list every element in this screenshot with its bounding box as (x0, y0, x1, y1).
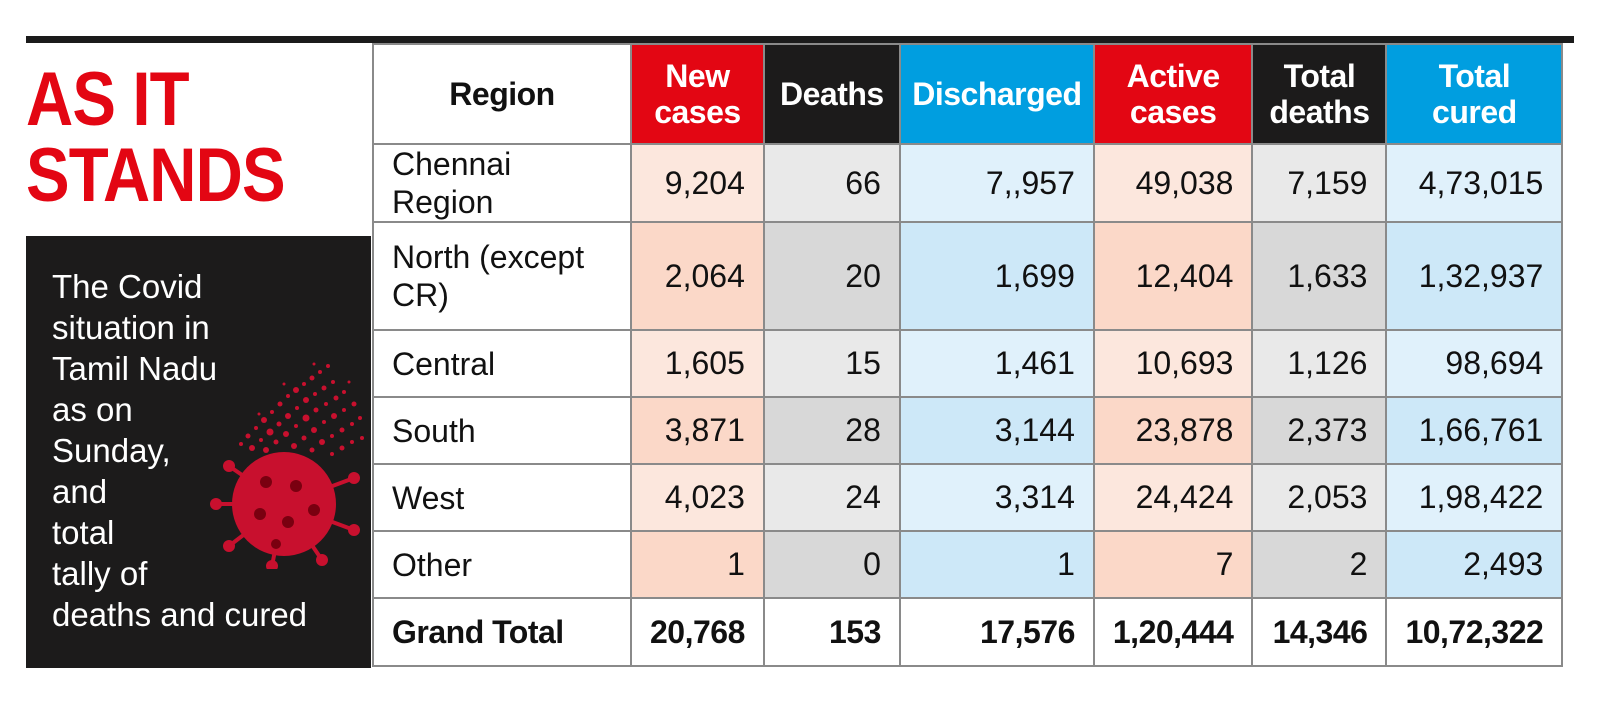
cell-discharged: 1,699 (898, 221, 1095, 331)
cell-new-cases: 9,204 (630, 143, 765, 223)
cell-new-cases: 4,023 (630, 463, 765, 532)
cell-deaths: 24 (762, 463, 901, 532)
header-total-cured: Total cured (1385, 43, 1564, 145)
cell-active-cases: 7 (1092, 530, 1254, 599)
cell-total-cured: 1,66,761 (1385, 396, 1564, 465)
cell-total-cured: 1,32,937 (1385, 221, 1564, 331)
cell-region: Grand Total (372, 597, 632, 667)
cell-total-cured: 98,694 (1385, 329, 1564, 398)
header-region: Region (372, 43, 632, 145)
table-row: South 3,871 28 3,144 23,878 2,373 1,66,7… (372, 396, 1564, 465)
panel-description: The Covid situation in Tamil Nadu as on … (52, 266, 352, 635)
cell-active-cases: 10,693 (1092, 329, 1254, 398)
table-row: North (except CR) 2,064 20 1,699 12,404 … (372, 221, 1564, 331)
cell-total-cured: 10,72,322 (1385, 597, 1564, 667)
cell-new-cases: 1,605 (630, 329, 765, 398)
desc-line: as on (52, 391, 133, 428)
cell-total-cured: 2,493 (1385, 530, 1564, 599)
cell-region: South (372, 396, 632, 465)
header-new-cases: New cases (630, 43, 765, 145)
header-active-cases: Active cases (1092, 43, 1254, 145)
cell-region: Other (372, 530, 632, 599)
desc-line: total (52, 514, 115, 551)
desc-line: Sunday, (52, 432, 171, 469)
cell-discharged: 3,144 (898, 396, 1095, 465)
desc-line: and (52, 473, 108, 510)
cell-active-cases: 1,20,444 (1092, 597, 1254, 667)
cell-discharged: 7,,957 (898, 143, 1095, 223)
cell-active-cases: 23,878 (1092, 396, 1254, 465)
cell-new-cases: 1 (630, 530, 765, 599)
cell-deaths: 20 (762, 221, 901, 331)
cell-total-deaths: 2 (1251, 530, 1388, 599)
header-row: Region New cases Deaths Discharged Activ… (372, 43, 1564, 145)
cell-total-deaths: 1,126 (1251, 329, 1388, 398)
cell-active-cases: 12,404 (1092, 221, 1254, 331)
cell-discharged: 1 (898, 530, 1095, 599)
cell-discharged: 17,576 (898, 597, 1095, 667)
desc-line: tally of (52, 555, 148, 592)
cell-new-cases: 2,064 (630, 221, 765, 331)
table-row: West 4,023 24 3,314 24,424 2,053 1,98,42… (372, 463, 1564, 532)
cell-deaths: 153 (762, 597, 901, 667)
table-row: Other 1 0 1 7 2 2,493 (372, 530, 1564, 599)
cell-total-deaths: 2,373 (1251, 396, 1388, 465)
desc-line: deaths and cured (52, 596, 308, 633)
coronavirus-icon (210, 362, 364, 569)
desc-line: situation in (52, 309, 210, 346)
table-row: Chennai Region 9,204 66 7,,957 49,038 7,… (372, 143, 1564, 223)
cell-total-deaths: 1,633 (1251, 221, 1388, 331)
header-discharged: Discharged (898, 43, 1095, 145)
cell-deaths: 28 (762, 396, 901, 465)
cell-active-cases: 49,038 (1092, 143, 1254, 223)
cell-deaths: 66 (762, 143, 901, 223)
cell-region: North (except CR) (372, 221, 632, 331)
cell-discharged: 1,461 (898, 329, 1095, 398)
grand-total-row: Grand Total 20,768 153 17,576 1,20,444 1… (372, 597, 1564, 667)
cell-deaths: 0 (762, 530, 901, 599)
cell-discharged: 3,314 (898, 463, 1095, 532)
cell-region: Central (372, 329, 632, 398)
headline: AS IT STANDS (26, 62, 323, 214)
top-rule (26, 36, 1574, 43)
desc-line: Tamil Nadu (52, 350, 218, 387)
cell-total-deaths: 2,053 (1251, 463, 1388, 532)
cell-region: West (372, 463, 632, 532)
cell-new-cases: 20,768 (630, 597, 765, 667)
cell-total-deaths: 14,346 (1251, 597, 1388, 667)
header-total-deaths: Total deaths (1251, 43, 1388, 145)
headline-line-2: STANDS (26, 133, 286, 218)
headline-line-1: AS IT (26, 57, 190, 142)
header-deaths: Deaths (762, 43, 901, 145)
description-panel: The Covid situation in Tamil Nadu as on … (26, 236, 371, 668)
cell-new-cases: 3,871 (630, 396, 765, 465)
cell-deaths: 15 (762, 329, 901, 398)
cell-active-cases: 24,424 (1092, 463, 1254, 532)
cell-total-cured: 1,98,422 (1385, 463, 1564, 532)
cell-total-cured: 4,73,015 (1385, 143, 1564, 223)
cell-total-deaths: 7,159 (1251, 143, 1388, 223)
table-row: Central 1,605 15 1,461 10,693 1,126 98,6… (372, 329, 1564, 398)
cell-region: Chennai Region (372, 143, 632, 223)
covid-stats-table: Region New cases Deaths Discharged Activ… (372, 43, 1564, 667)
desc-line: The Covid (52, 268, 203, 305)
